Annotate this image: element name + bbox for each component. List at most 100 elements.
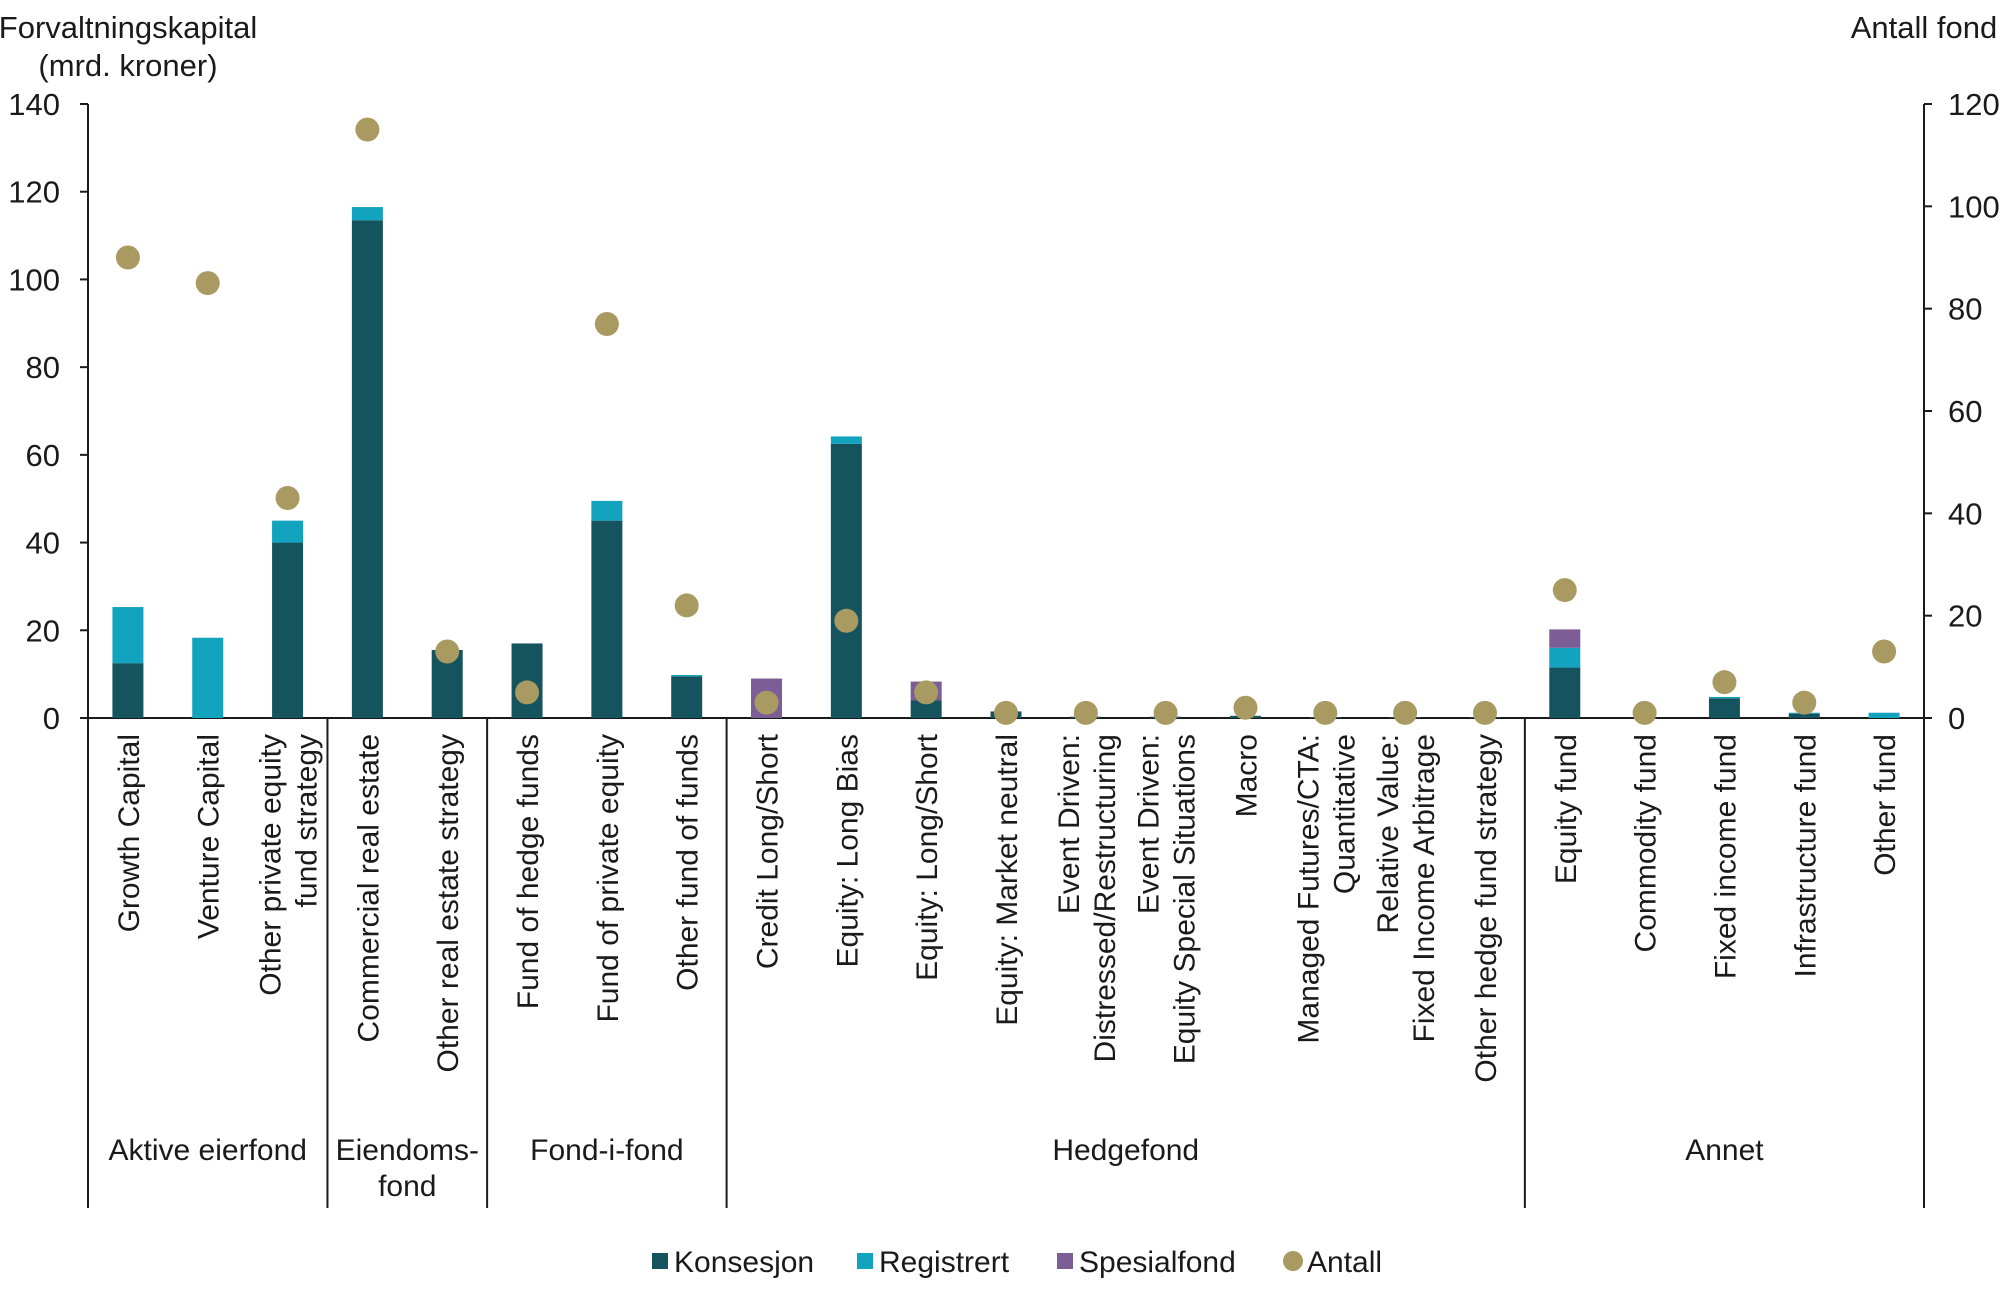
left-tick-label: 60 xyxy=(26,438,60,473)
right-axis-title: Antall fond xyxy=(1851,10,1998,45)
marker-antall xyxy=(435,639,460,664)
marker-antall xyxy=(1233,695,1258,720)
group-label-eiendoms-fond: Eiendoms- xyxy=(336,1134,479,1167)
group-label-fond-i-fond: Fond-i-fond xyxy=(530,1134,683,1167)
left-axis-title-line: Forvaltningskapital xyxy=(0,10,257,45)
legend-swatch-konsesjon xyxy=(652,1253,668,1269)
marker-antall xyxy=(195,271,220,296)
marker-antall xyxy=(754,690,779,715)
bar-konsesjon xyxy=(351,220,383,718)
category-label: Other fund of funds xyxy=(672,734,705,991)
bar-konsesjon xyxy=(1549,667,1581,718)
marker-antall xyxy=(355,117,380,142)
legend: Konsesjon Registrert Spesialfond Antall xyxy=(652,1246,1382,1279)
category-label: fund strategy xyxy=(291,734,324,907)
bar-registrert xyxy=(1708,696,1740,699)
category-label: Distressed/Restructuring xyxy=(1089,734,1122,1062)
left-tick-label: 40 xyxy=(26,526,60,561)
category-label: Fund of hedge funds xyxy=(512,734,545,1009)
left-tick-label: 0 xyxy=(43,701,60,736)
group-labels: Aktive eierfond Eiendoms-fond Fond-i-fond H… xyxy=(109,1134,1765,1203)
marker-antall xyxy=(1552,578,1577,603)
bar-registrert xyxy=(830,436,862,444)
marker-antall xyxy=(1712,670,1737,695)
marker-antall xyxy=(594,312,619,337)
bar-registrert xyxy=(1868,712,1900,718)
count-markers xyxy=(115,117,1897,725)
category-label: Event Driven: xyxy=(1053,734,1086,914)
category-label: Commercial real estate xyxy=(352,734,385,1042)
right-tick-label: 40 xyxy=(1948,496,1982,531)
category-label: Equity: Long/Short xyxy=(911,733,944,980)
left-tick-label: 20 xyxy=(26,613,60,648)
right-tick-label: 20 xyxy=(1948,599,1982,634)
bar-registrert xyxy=(671,675,703,677)
category-label: Other private equity xyxy=(255,734,288,996)
category-label: Fund of private equity xyxy=(592,734,625,1023)
category-label: Commodity fund xyxy=(1630,734,1663,952)
left-tick-label: 100 xyxy=(8,262,60,297)
category-label: Infrastructure fund xyxy=(1789,734,1822,977)
marker-antall xyxy=(515,680,540,705)
category-label: Other real estate strategy xyxy=(432,734,465,1073)
bar-konsesjon xyxy=(910,700,942,718)
marker-antall xyxy=(1153,700,1178,725)
legend-label-konsesjon: Konsesjon xyxy=(674,1246,814,1279)
left-axis-ticks: 0 20 40 60 80 100 120 140 xyxy=(8,87,88,736)
marker-antall xyxy=(1393,700,1418,725)
right-axis-ticks: 0 20 40 60 80 100 120 xyxy=(1924,87,2000,736)
legend-swatch-spesialfond xyxy=(1057,1253,1073,1269)
marker-antall xyxy=(1073,700,1098,725)
left-tick-label: 140 xyxy=(8,87,60,122)
category-label: Quantitative xyxy=(1328,734,1361,894)
category-label: Equity Special Situations xyxy=(1169,734,1202,1064)
group-label-annet: Annet xyxy=(1685,1134,1764,1167)
legend-label-spesialfond: Spesialfond xyxy=(1079,1246,1236,1279)
left-axis-title: Forvaltningskapital(mrd. kroner) xyxy=(0,10,257,83)
category-label: Venture Capital xyxy=(193,734,226,939)
marker-antall xyxy=(1632,700,1657,725)
bar-registrert xyxy=(1549,647,1581,668)
category-label: Fixed income fund xyxy=(1709,734,1742,979)
category-label: Other hedge fund strategy xyxy=(1470,734,1503,1083)
legend-label-antall: Antall xyxy=(1307,1246,1382,1279)
bar-series xyxy=(112,207,1900,718)
legend-swatch-registrert xyxy=(857,1253,873,1269)
marker-antall xyxy=(914,680,939,705)
legend-label-registrert: Registrert xyxy=(879,1246,1010,1279)
right-tick-label: 120 xyxy=(1948,87,2000,122)
right-tick-label: 80 xyxy=(1948,292,1982,327)
category-label: Growth Capital xyxy=(113,734,146,932)
bar-konsesjon xyxy=(591,520,623,718)
category-label: Macro xyxy=(1230,734,1263,817)
bar-registrert xyxy=(351,207,383,221)
bar-konsesjon xyxy=(830,443,862,718)
marker-antall xyxy=(994,700,1018,725)
marker-antall xyxy=(1792,690,1817,715)
category-label: Event Driven: xyxy=(1133,734,1166,914)
right-axis-title-text: Antall fond xyxy=(1851,10,1998,45)
right-tick-label: 0 xyxy=(1948,701,1965,736)
group-label-eiendoms-fond: fond xyxy=(378,1170,436,1203)
group-label-hedgefond: Hedgefond xyxy=(1052,1134,1199,1167)
category-label: Credit Long/Short xyxy=(752,733,785,969)
marker-antall xyxy=(1872,639,1897,664)
left-axis-title-line: (mrd. kroner) xyxy=(38,48,217,83)
bar-konsesjon xyxy=(1788,713,1820,718)
bar-registrert xyxy=(591,500,623,521)
marker-antall xyxy=(1313,700,1338,725)
category-label: Managed Futures/CTA: xyxy=(1292,734,1325,1044)
category-label: Fixed Income Arbitrage xyxy=(1408,734,1441,1042)
marker-antall xyxy=(115,245,140,270)
legend-swatch-antall xyxy=(1283,1251,1303,1271)
bar-spesialfond xyxy=(1549,629,1581,648)
marker-antall xyxy=(834,608,859,633)
category-labels: Growth Capital Venture Capital Other priva… xyxy=(113,733,1902,1082)
bar-registrert xyxy=(192,637,224,718)
marker-antall xyxy=(1472,700,1497,725)
bar-konsesjon xyxy=(112,663,144,718)
category-label: Equity fund xyxy=(1550,734,1583,884)
category-label: Equity: Long Bias xyxy=(831,734,864,967)
right-tick-label: 100 xyxy=(1948,189,2000,224)
